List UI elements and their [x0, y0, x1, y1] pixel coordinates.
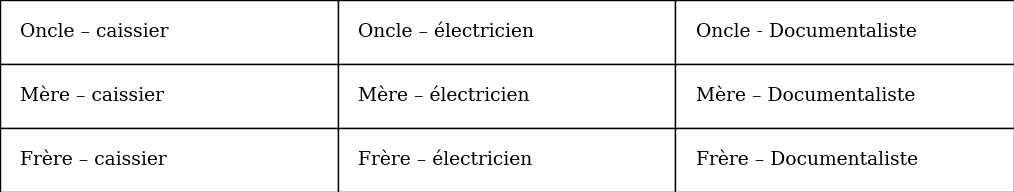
Text: Mère – Documentaliste: Mère – Documentaliste	[696, 87, 915, 105]
Text: Mère – électricien: Mère – électricien	[358, 87, 529, 105]
Bar	[675, 128, 1014, 192]
Text: Frère – Documentaliste: Frère – Documentaliste	[696, 151, 918, 169]
Bar	[0, 128, 338, 192]
Text: Frère – caissier: Frère – caissier	[20, 151, 167, 169]
Bar	[675, 64, 1014, 128]
Text: Oncle - Documentaliste: Oncle - Documentaliste	[696, 23, 917, 41]
Bar	[675, 0, 1014, 64]
Text: Oncle – électricien: Oncle – électricien	[358, 23, 534, 41]
Bar	[338, 64, 675, 128]
Bar	[0, 64, 338, 128]
Bar	[338, 0, 675, 64]
Bar	[338, 128, 675, 192]
Text: Oncle – caissier: Oncle – caissier	[20, 23, 168, 41]
Text: Frère – électricien: Frère – électricien	[358, 151, 532, 169]
Text: Mère – caissier: Mère – caissier	[20, 87, 164, 105]
Bar	[0, 0, 338, 64]
